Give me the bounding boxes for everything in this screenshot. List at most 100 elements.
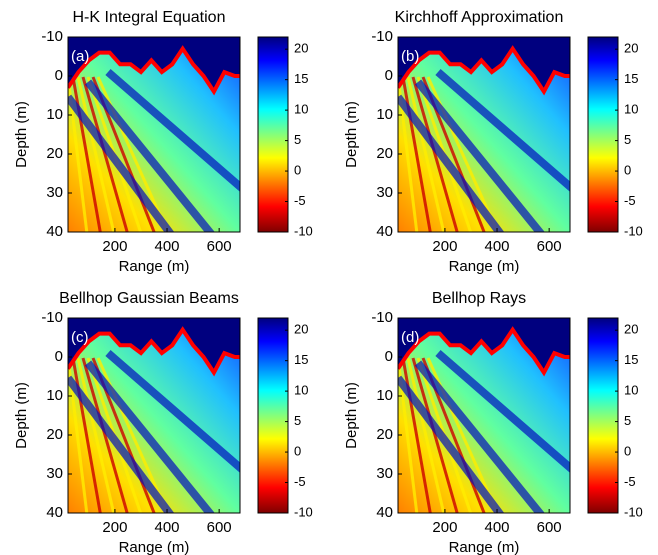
band xyxy=(68,94,175,232)
heatmap xyxy=(68,318,240,513)
y-axis-label: Depth (m) xyxy=(13,101,30,168)
band xyxy=(398,375,505,513)
x-tick-label: 600 xyxy=(207,238,232,255)
x-tick-label: 200 xyxy=(102,519,127,536)
panel-label: (b) xyxy=(401,48,419,65)
title: Kirchhoff Approximation xyxy=(395,9,564,26)
y-tick-label: 20 xyxy=(376,426,393,443)
colorbar-tick-label: 5 xyxy=(624,413,631,428)
y-tick-label: -10 xyxy=(371,28,393,45)
panel-label: (a) xyxy=(71,48,89,65)
y-tick-label: 30 xyxy=(46,465,63,482)
y-axis-label: Depth (m) xyxy=(343,101,360,168)
colorbar-tick-label: -10 xyxy=(624,504,643,519)
colorbar-tick-label: 20 xyxy=(294,41,308,56)
y-tick-label: 20 xyxy=(46,426,63,443)
band xyxy=(76,357,116,513)
colorbar-tick-label: 15 xyxy=(624,352,638,367)
surface-line xyxy=(398,326,570,377)
x-axis-label: Range (m) xyxy=(119,258,190,275)
band xyxy=(105,349,240,473)
band xyxy=(414,79,545,232)
title: H-K Integral Equation xyxy=(73,9,226,26)
band xyxy=(411,357,459,513)
air-region xyxy=(398,37,570,92)
axes-frame xyxy=(67,36,241,233)
y-tick-label: 10 xyxy=(376,387,393,404)
title: Bellhop Rays xyxy=(432,290,526,307)
x-tick-label: 600 xyxy=(537,519,562,536)
y-tick-label: 0 xyxy=(385,348,393,365)
x-tick-label: 200 xyxy=(432,238,457,255)
y-tick-label: 20 xyxy=(376,145,393,162)
x-tick-label: 200 xyxy=(432,519,457,536)
air-region xyxy=(68,318,240,373)
colorbar-tick-label: 20 xyxy=(624,41,638,56)
colorbar-tick-label: -5 xyxy=(624,474,636,489)
title: Bellhop Gaussian Beams xyxy=(59,290,239,307)
y-tick-label: 40 xyxy=(376,504,393,521)
colorbar-tick-label: 10 xyxy=(294,102,308,117)
colorbar-tick-label: 20 xyxy=(624,322,638,337)
y-tick-label: 0 xyxy=(55,348,63,365)
heatmap xyxy=(68,37,240,232)
band xyxy=(81,76,129,232)
band xyxy=(76,76,116,232)
band xyxy=(105,68,240,192)
y-tick-label: 30 xyxy=(46,184,63,201)
colorbar xyxy=(587,36,619,233)
colorbar-tick-label: 0 xyxy=(624,444,631,459)
y-tick-label: 0 xyxy=(55,67,63,84)
x-tick-label: 600 xyxy=(207,519,232,536)
y-tick-label: -10 xyxy=(41,28,63,45)
y-tick-label: 40 xyxy=(46,223,63,240)
y-axis-label: Depth (m) xyxy=(13,382,30,449)
x-tick-label: 400 xyxy=(485,519,510,536)
colorbar-tick-label: -10 xyxy=(624,223,643,238)
colorbar-tick-label: 0 xyxy=(294,163,301,178)
band xyxy=(435,349,570,473)
y-tick-label: 40 xyxy=(46,504,63,521)
surface-line xyxy=(68,45,240,96)
colorbar-tick-label: 5 xyxy=(294,413,301,428)
colorbar-tick-label: 15 xyxy=(294,71,308,86)
colorbar-tick-label: 20 xyxy=(294,322,308,337)
colorbar-tick-label: 10 xyxy=(294,383,308,398)
x-tick-label: 600 xyxy=(537,238,562,255)
x-tick-label: 400 xyxy=(155,238,180,255)
x-axis-label: Range (m) xyxy=(449,258,520,275)
colorbar-tick-label: 5 xyxy=(294,132,301,147)
colorbar-tick-label: -5 xyxy=(294,474,306,489)
band xyxy=(68,375,175,513)
air-region xyxy=(398,318,570,373)
colorbar-tick-label: -10 xyxy=(294,223,313,238)
y-tick-label: 10 xyxy=(46,106,63,123)
y-tick-label: 10 xyxy=(46,387,63,404)
x-tick-label: 400 xyxy=(155,519,180,536)
heatmap xyxy=(398,37,570,232)
x-tick-label: 400 xyxy=(485,238,510,255)
y-tick-label: 20 xyxy=(46,145,63,162)
colorbar xyxy=(587,317,619,514)
colorbar-tick-label: 10 xyxy=(624,383,638,398)
surface-line xyxy=(68,326,240,377)
y-tick-label: 30 xyxy=(376,465,393,482)
y-tick-label: -10 xyxy=(41,309,63,326)
surface-line xyxy=(398,45,570,96)
axes-frame xyxy=(397,317,571,514)
colorbar xyxy=(257,36,289,233)
y-tick-label: -10 xyxy=(371,309,393,326)
panel-label: (c) xyxy=(71,329,89,346)
y-axis-label: Depth (m) xyxy=(343,382,360,449)
colorbar-tick-label: 10 xyxy=(624,102,638,117)
band xyxy=(81,357,129,513)
band xyxy=(84,79,215,232)
air-region xyxy=(68,37,240,92)
y-tick-label: 30 xyxy=(376,184,393,201)
band xyxy=(398,94,505,232)
x-tick-label: 200 xyxy=(102,238,127,255)
band xyxy=(406,76,446,232)
band xyxy=(411,76,459,232)
colorbar-tick-label: -5 xyxy=(294,193,306,208)
y-tick-label: 40 xyxy=(376,223,393,240)
